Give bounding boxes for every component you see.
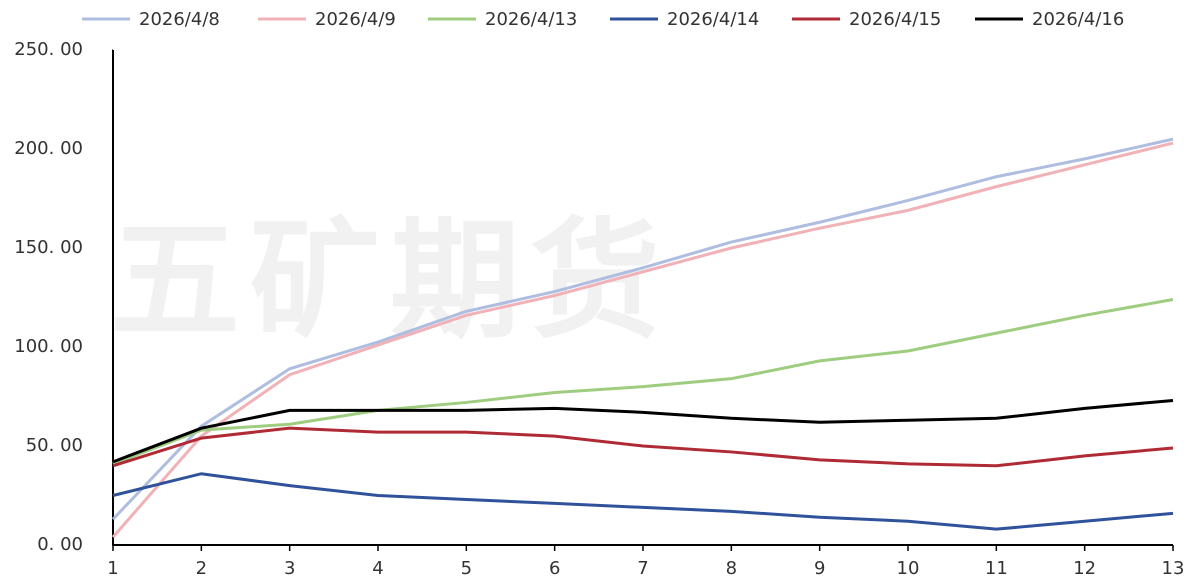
x-tick-label: 9 xyxy=(814,558,825,579)
x-tick-label: 11 xyxy=(985,558,1008,579)
x-tick-label: 12 xyxy=(1073,558,1096,579)
x-tick-label: 8 xyxy=(726,558,737,579)
y-tick-label: 250. 00 xyxy=(14,39,83,60)
series-line xyxy=(112,298,1174,466)
legend-label: 2026/4/15 xyxy=(849,9,941,30)
x-tick-label: 1 xyxy=(107,558,118,579)
x-tick-label: 7 xyxy=(637,558,648,579)
x-tick-label: 3 xyxy=(284,558,295,579)
x-tick-label: 5 xyxy=(461,558,472,579)
series-line xyxy=(111,141,1174,539)
series-line xyxy=(112,398,1174,464)
legend-label: 2026/4/8 xyxy=(139,9,220,30)
x-tick-label: 10 xyxy=(897,558,920,579)
watermark: 五矿期货 xyxy=(110,205,670,357)
series-line xyxy=(112,472,1174,531)
y-tick-label: 200. 00 xyxy=(14,138,83,159)
legend-label: 2026/4/14 xyxy=(667,9,759,30)
y-tick-label: 150. 00 xyxy=(14,237,83,258)
x-tick-label: 2 xyxy=(196,558,207,579)
legend-label: 2026/4/13 xyxy=(485,9,577,30)
series-line xyxy=(112,426,1174,468)
y-tick-label: 0. 00 xyxy=(37,534,83,555)
x-tick-label: 4 xyxy=(372,558,383,579)
y-tick-label: 50. 00 xyxy=(26,435,83,456)
legend-label: 2026/4/9 xyxy=(315,9,396,30)
y-tick-label: 100. 00 xyxy=(14,336,83,357)
x-tick-label: 6 xyxy=(549,558,560,579)
legend-label: 2026/4/16 xyxy=(1032,9,1124,30)
series-line xyxy=(111,137,1174,521)
x-tick-label: 13 xyxy=(1162,558,1185,579)
